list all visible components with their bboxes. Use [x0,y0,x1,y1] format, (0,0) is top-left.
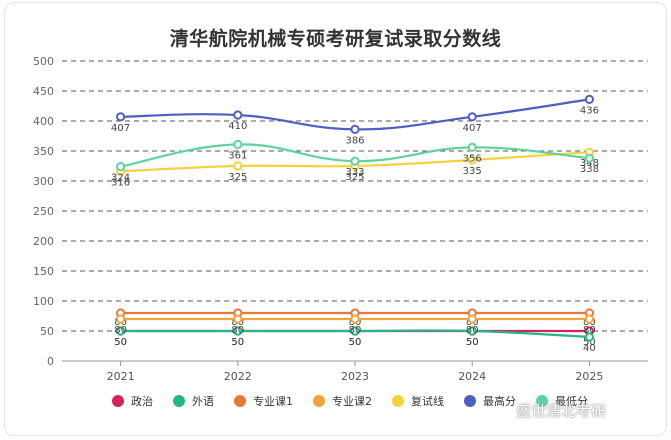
legend-label: 复试线 [411,395,444,408]
data-label: 316 [111,177,130,188]
data-point [584,314,595,324]
data-point [467,326,477,336]
legend-item[interactable]: 最高分 [464,393,516,409]
legend-item[interactable]: 最低分 [536,393,588,409]
legend-label: 专业课2 [332,395,372,408]
data-label: 325 [228,172,247,183]
data-point [350,326,360,336]
data-label: 50 [583,337,596,348]
watermark: 盛世清北考研 [516,400,606,421]
data-label: 50 [349,337,362,348]
y-tick-label: 200 [33,235,54,248]
y-tick-label: 0 [47,355,54,368]
data-point [350,124,360,134]
legend-item[interactable]: 政治 [112,393,153,409]
y-tick-label: 350 [33,145,54,158]
y-tick-label: 400 [33,115,54,128]
data-label: 80 [231,325,244,336]
data-point [467,314,477,324]
data-point [467,112,477,122]
data-label: 80 [349,325,362,336]
data-label: 50 [114,337,127,348]
data-point [233,314,243,324]
data-label: 333 [345,167,364,178]
legend-swatch [392,395,404,407]
legend-label: 政治 [131,395,153,408]
data-label: 40 [583,343,596,354]
data-label: 436 [580,105,599,116]
x-tick-label: 2021 [107,370,135,383]
data-label: 80 [114,325,127,336]
y-tick-label: 300 [33,175,54,188]
data-label: 356 [463,153,482,164]
data-label: 50 [466,337,479,348]
legend-item[interactable]: 专业课1 [234,393,293,409]
data-label: 50 [349,337,362,348]
legend-swatch [234,395,246,407]
chart-title: 清华航院机械专硕考研复试录取分数线 [169,28,502,50]
x-tick-label: 2024 [458,370,486,383]
legend-swatch [112,395,124,407]
y-tick-label: 100 [33,295,54,308]
data-point [116,326,126,336]
y-tick-label: 50 [40,325,54,338]
legend-item[interactable]: 外语 [173,393,214,409]
chart-card [4,2,667,436]
data-point [350,156,360,166]
data-label: 361 [228,150,247,161]
legend-item[interactable]: 专业课2 [313,393,372,409]
data-label: 50 [231,337,244,348]
data-label: 325 [345,172,364,183]
data-label: 50 [114,337,127,348]
data-point [233,139,243,149]
data-point [584,153,595,163]
y-tick-label: 450 [33,85,54,98]
data-label: 386 [345,135,364,146]
data-point [467,142,477,152]
data-label: 338 [580,164,599,175]
data-point [350,314,360,324]
data-label: 335 [463,166,482,177]
x-tick-label: 2023 [341,370,369,383]
data-point [584,332,595,342]
legend-swatch [536,395,548,407]
legend-swatch [464,395,476,407]
data-point [584,94,595,105]
legend-label: 专业课1 [253,395,293,408]
y-tick-label: 500 [33,55,54,68]
data-point [233,161,243,171]
legend-swatch [173,395,185,407]
data-label: 410 [228,121,247,132]
legend-label: 最低分 [555,395,588,408]
legend-swatch [313,395,325,407]
data-label: 348 [580,158,599,169]
x-tick-label: 2022 [224,370,252,383]
data-point [467,155,477,165]
data-label: 80 [583,325,596,336]
watermark-text: 盛世清北考研 [516,402,607,420]
data-point [233,110,243,120]
data-point [233,326,243,336]
legend-label: 最高分 [483,395,516,408]
y-tick-label: 150 [33,265,54,278]
data-point [116,112,126,122]
data-label: 50 [466,337,479,348]
chart-legend: 政治 外语 专业课1 专业课2 复试线 最高分 最低分 [112,393,608,409]
data-point [116,314,126,324]
data-label: 407 [463,123,482,134]
legend-item[interactable]: 复试线 [392,393,444,409]
y-tick-label: 250 [33,205,54,218]
data-point [116,162,126,172]
legend-label: 外语 [192,395,214,408]
data-label: 50 [231,337,244,348]
data-label: 407 [111,123,130,134]
data-label: 324 [111,173,130,184]
data-label: 80 [466,325,479,336]
x-tick-label: 2025 [575,370,603,383]
